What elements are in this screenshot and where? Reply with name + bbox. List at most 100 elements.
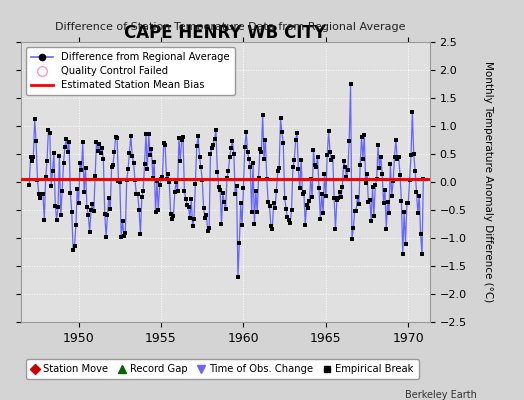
Point bbox=[178, 137, 186, 143]
Point bbox=[39, 190, 47, 197]
Point bbox=[390, 154, 399, 160]
Point bbox=[379, 200, 388, 206]
Point bbox=[50, 150, 58, 157]
Point bbox=[219, 190, 227, 196]
Point bbox=[74, 200, 83, 206]
Point bbox=[183, 202, 191, 208]
Point bbox=[37, 191, 46, 197]
Point bbox=[94, 148, 102, 154]
Point bbox=[68, 209, 76, 216]
Point bbox=[348, 236, 356, 242]
Point bbox=[214, 183, 223, 190]
Point bbox=[169, 212, 178, 219]
Point bbox=[143, 166, 151, 172]
Point bbox=[344, 167, 352, 173]
Point bbox=[41, 174, 50, 180]
Point bbox=[132, 190, 140, 197]
Point bbox=[61, 144, 69, 150]
Point bbox=[55, 153, 63, 159]
Point bbox=[388, 193, 396, 200]
Point bbox=[231, 191, 239, 197]
Point bbox=[118, 218, 127, 225]
Point bbox=[222, 206, 230, 212]
Point bbox=[337, 194, 345, 200]
Point bbox=[44, 126, 52, 133]
Point bbox=[360, 132, 368, 138]
Point bbox=[172, 178, 180, 185]
Point bbox=[330, 194, 339, 201]
Point bbox=[285, 217, 293, 223]
Point bbox=[375, 165, 384, 171]
Point bbox=[76, 160, 84, 166]
Point bbox=[278, 129, 286, 135]
Point bbox=[192, 143, 201, 150]
Point bbox=[362, 180, 370, 186]
Point bbox=[120, 232, 128, 239]
Point bbox=[29, 154, 38, 160]
Point bbox=[165, 179, 173, 185]
Point bbox=[209, 142, 217, 148]
Point bbox=[190, 216, 198, 222]
Point bbox=[84, 211, 92, 218]
Point bbox=[264, 199, 272, 205]
Point bbox=[202, 212, 211, 218]
Point bbox=[378, 171, 386, 178]
Point bbox=[147, 146, 156, 152]
Point bbox=[114, 178, 123, 184]
Point bbox=[206, 151, 215, 157]
Point bbox=[180, 188, 189, 194]
Point bbox=[232, 183, 241, 189]
Point bbox=[121, 230, 129, 236]
Point bbox=[151, 209, 160, 216]
Point bbox=[113, 135, 121, 141]
Point bbox=[101, 210, 109, 217]
Point bbox=[352, 207, 361, 214]
Point bbox=[320, 171, 329, 178]
Point bbox=[293, 129, 301, 136]
Point bbox=[340, 158, 348, 164]
Point bbox=[247, 209, 256, 216]
Point bbox=[268, 226, 277, 232]
Point bbox=[40, 217, 49, 223]
Point bbox=[128, 153, 136, 160]
Point bbox=[83, 204, 91, 210]
Point bbox=[194, 133, 202, 139]
Point bbox=[135, 206, 143, 213]
Point bbox=[359, 156, 367, 162]
Point bbox=[203, 228, 212, 234]
Point bbox=[98, 144, 106, 151]
Point bbox=[250, 220, 259, 227]
Point bbox=[253, 209, 261, 216]
Point bbox=[357, 133, 366, 140]
Point bbox=[30, 116, 39, 122]
Point bbox=[26, 153, 35, 160]
Point bbox=[413, 210, 422, 216]
Point bbox=[235, 240, 244, 246]
Point bbox=[402, 200, 411, 206]
Point bbox=[385, 210, 393, 216]
Point bbox=[298, 191, 307, 197]
Point bbox=[396, 172, 404, 178]
Point bbox=[220, 199, 228, 205]
Point bbox=[69, 247, 78, 254]
Point bbox=[326, 149, 334, 155]
Point bbox=[161, 142, 169, 148]
Point bbox=[315, 185, 323, 191]
Point bbox=[173, 188, 182, 194]
Point bbox=[301, 221, 310, 228]
Point bbox=[131, 177, 139, 183]
Legend: Station Move, Record Gap, Time of Obs. Change, Empirical Break: Station Move, Record Gap, Time of Obs. C… bbox=[26, 359, 419, 379]
Point bbox=[377, 154, 385, 160]
Point bbox=[107, 164, 116, 170]
Point bbox=[257, 149, 266, 155]
Point bbox=[371, 182, 379, 188]
Point bbox=[324, 128, 333, 134]
Point bbox=[322, 192, 330, 199]
Point bbox=[117, 234, 125, 240]
Point bbox=[208, 145, 216, 151]
Point bbox=[418, 251, 426, 258]
Point bbox=[410, 151, 418, 158]
Point bbox=[287, 207, 296, 214]
Point bbox=[366, 196, 374, 203]
Point bbox=[313, 154, 322, 160]
